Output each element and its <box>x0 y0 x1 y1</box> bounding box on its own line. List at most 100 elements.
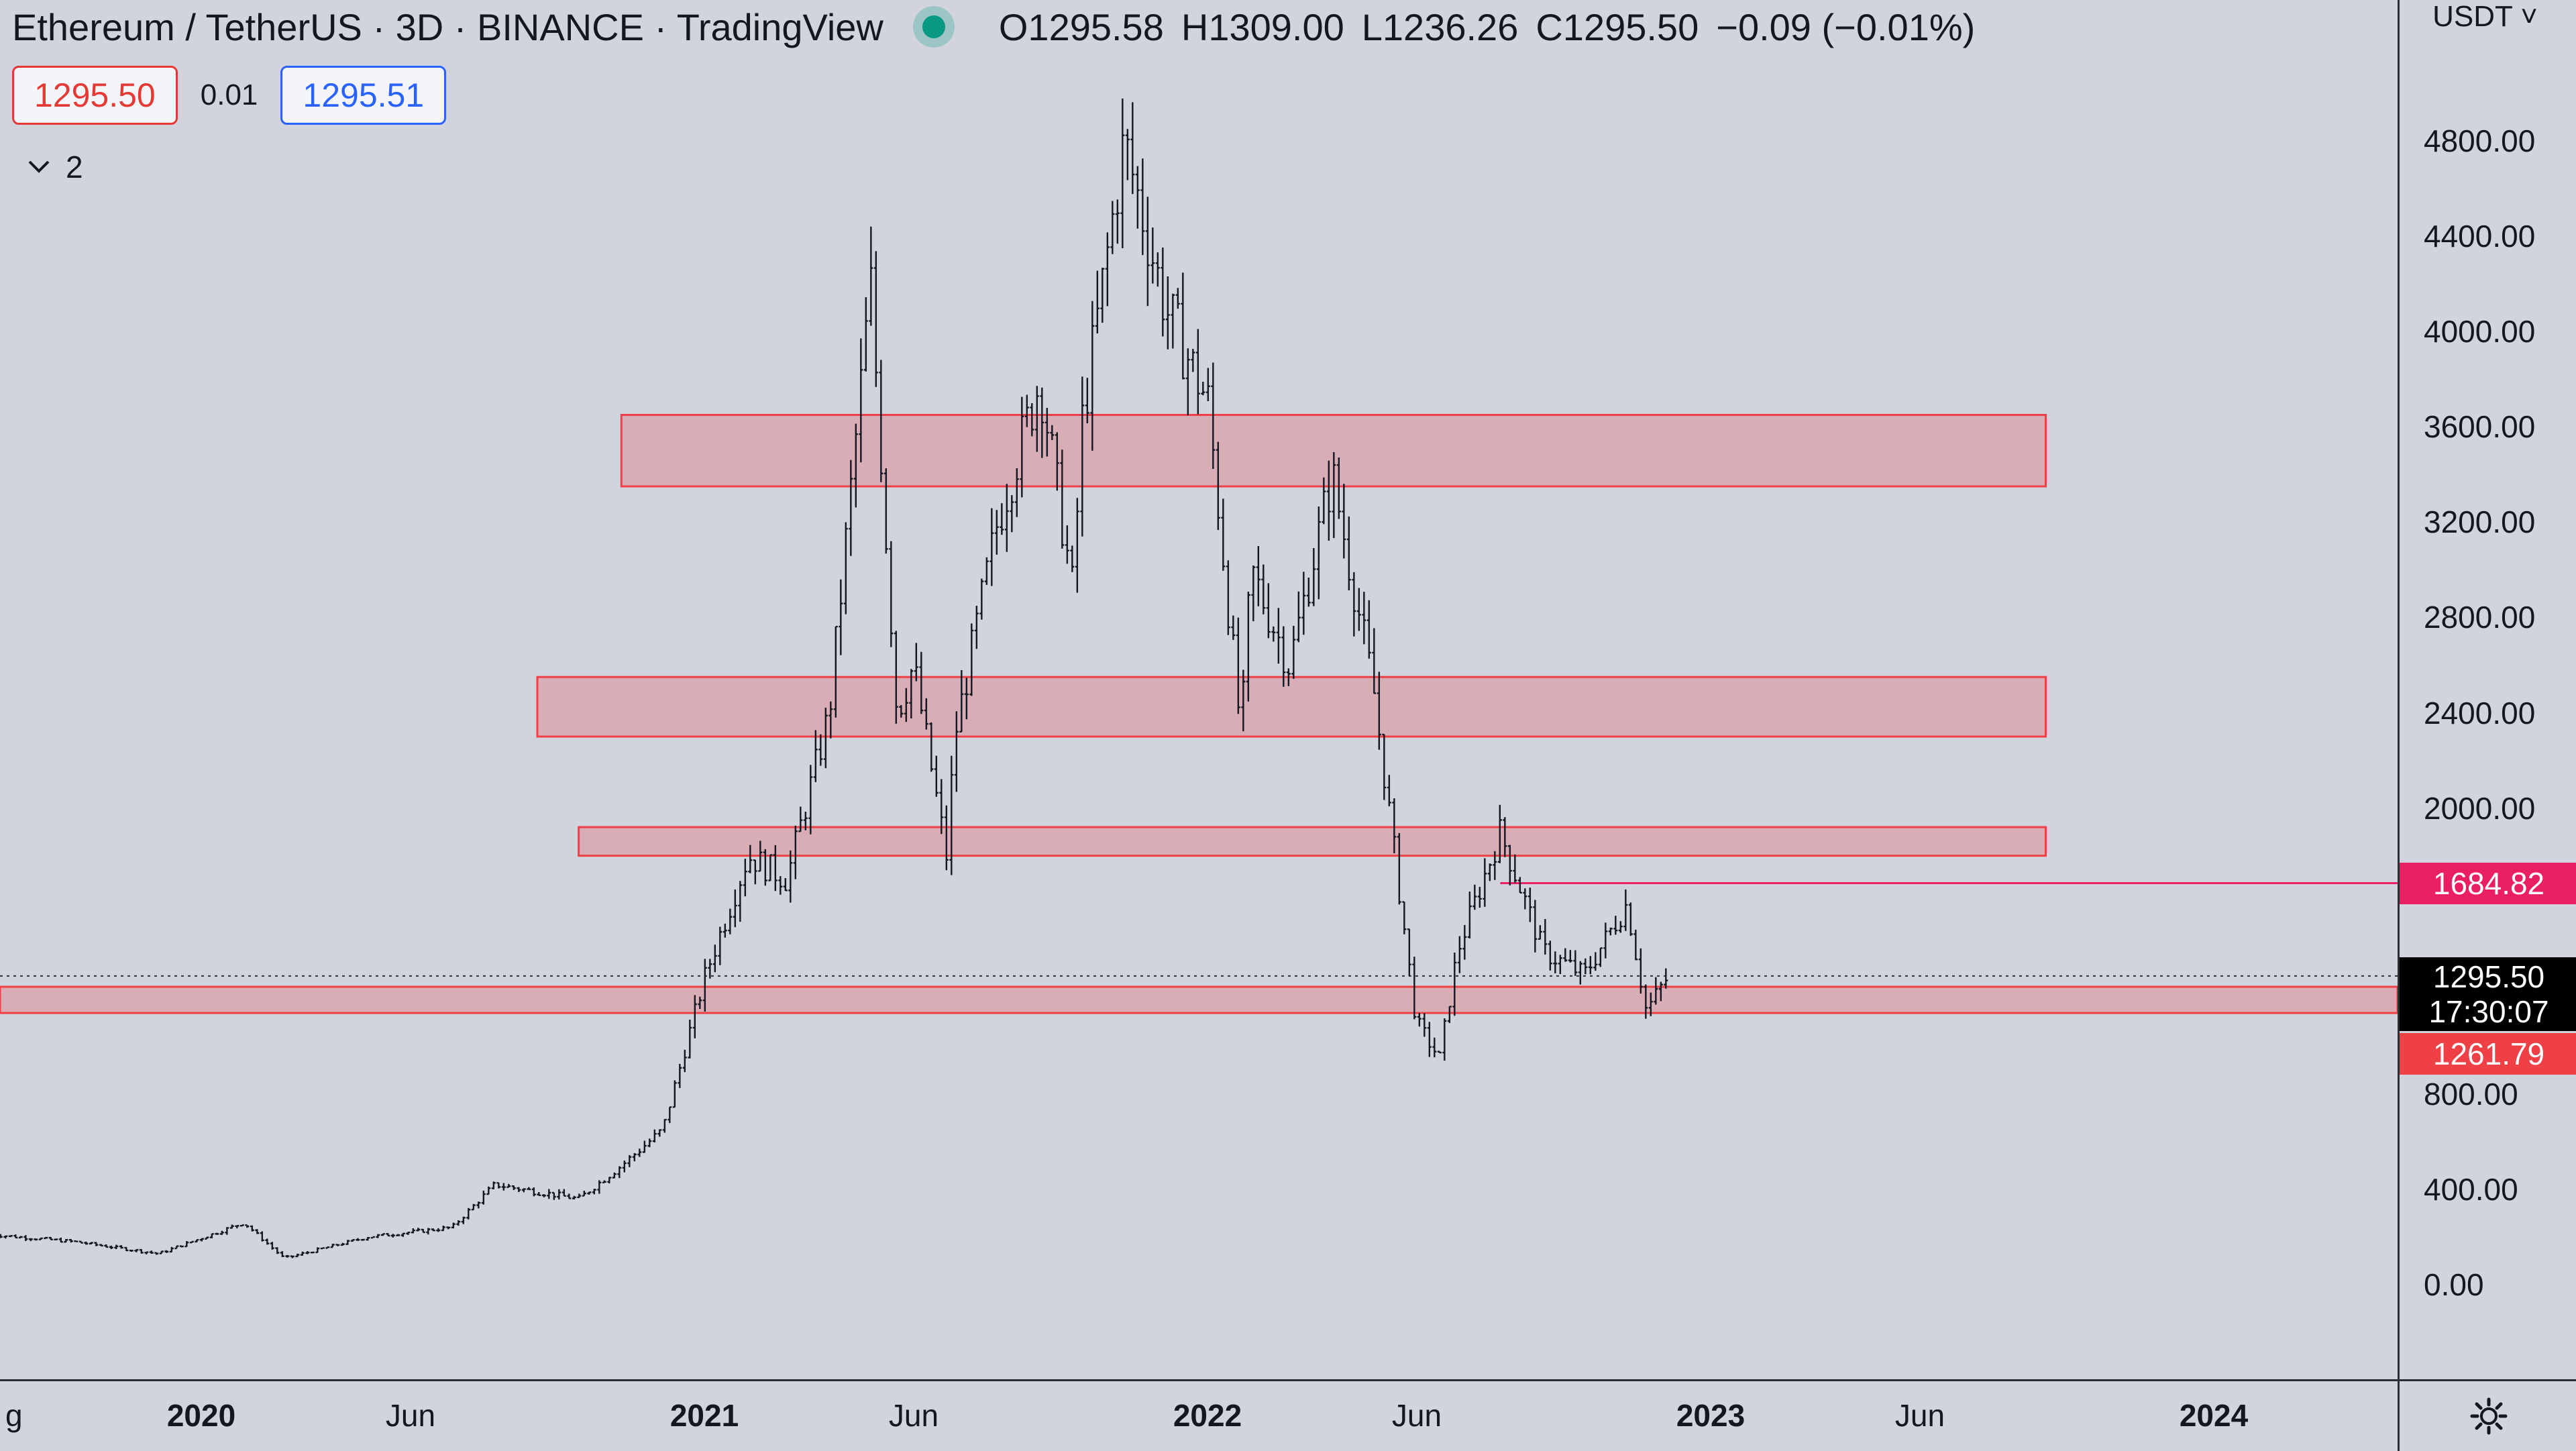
ohlc-bar <box>78 1240 83 1244</box>
ohlc-bar <box>84 1241 89 1245</box>
buy-button[interactable]: 1295.51 <box>280 66 447 125</box>
ohlc-bar <box>1598 947 1603 967</box>
ohlc-bar <box>1000 503 1004 535</box>
ohlc-bar <box>974 606 979 649</box>
ohlc-bar <box>1185 348 1190 416</box>
ohlc-bar <box>1195 329 1200 415</box>
ohlc-bar <box>1397 832 1401 905</box>
ohlc-bar <box>1226 560 1230 635</box>
indicators-toggle[interactable]: 2 <box>27 149 83 185</box>
ohlc-bar <box>511 1185 516 1190</box>
price-tick-label: 3200.00 <box>2424 504 2536 540</box>
ohlc-bar <box>1221 498 1226 571</box>
ohlc-bar <box>8 1234 13 1238</box>
ohlc-bar <box>491 1181 496 1189</box>
ohlc-bar <box>350 1239 355 1242</box>
ohlc-bar <box>919 651 924 714</box>
ohlc-bar <box>1205 368 1210 401</box>
ohlc-bar <box>1020 396 1024 498</box>
ohlc-bar <box>421 1228 425 1234</box>
current-price-value: 1295.50 <box>2432 959 2545 994</box>
ohlc-low: L1236.26 <box>1361 5 1519 48</box>
ohlc-bar <box>788 850 793 903</box>
ohlc-bar <box>109 1245 113 1249</box>
ohlc-bar <box>1407 928 1411 977</box>
ohlc-bar <box>712 945 717 973</box>
ohlc-bar <box>245 1224 250 1228</box>
ohlc-bar <box>285 1254 290 1258</box>
ohlc-bar <box>280 1251 284 1257</box>
ohlc-bar <box>1503 817 1507 857</box>
ohlc-bar <box>1588 956 1593 975</box>
ohlc-bar <box>541 1194 546 1197</box>
ohlc-bar <box>28 1238 33 1242</box>
ohlc-bar <box>481 1190 486 1205</box>
ohlc-bar <box>436 1228 441 1232</box>
ohlc-bar <box>602 1180 606 1183</box>
ohlc-bar <box>199 1238 204 1242</box>
ohlc-bar <box>1135 166 1140 229</box>
time-tick-label: g <box>5 1398 23 1433</box>
ohlc-bar <box>521 1188 526 1193</box>
ohlc-bar <box>189 1240 194 1244</box>
symbol-title[interactable]: Ethereum / TetherUS · 3D · BINANCE · Tra… <box>12 5 883 48</box>
ohlc-bar <box>889 541 894 647</box>
time-axis[interactable]: g 2020 Jun 2021 Jun 2022 Jun 2023 Jun 2024 <box>0 1379 2398 1451</box>
gear-icon[interactable] <box>2398 1379 2576 1451</box>
ohlc-bar <box>733 889 737 928</box>
ohlc-bar <box>1261 564 1266 614</box>
ohlc-bar <box>823 707 828 769</box>
ohlc-bar <box>994 510 999 555</box>
ohlc-bar <box>1633 929 1638 961</box>
ohlc-bar <box>1346 516 1351 590</box>
ohlc-bar <box>1477 887 1482 908</box>
currency-select[interactable]: USDT ˅ <box>2426 0 2544 34</box>
ohlc-bar <box>1145 197 1150 307</box>
ohlc-bar <box>1618 921 1623 933</box>
ohlc-bar <box>1161 247 1165 337</box>
ohlc-bar <box>68 1239 73 1243</box>
ohlc-bar <box>1316 506 1321 600</box>
ohlc-bar <box>1432 1037 1437 1058</box>
ohlc-bar <box>159 1250 164 1254</box>
ohlc-bar <box>1286 668 1291 686</box>
ohlc-bar <box>859 338 863 463</box>
ohlc-bar <box>13 1234 18 1239</box>
zone-rectangle-2 <box>536 676 2047 738</box>
ohlc-bar <box>451 1222 455 1229</box>
ohlc-bar <box>1487 863 1492 881</box>
ohlc-bar <box>1553 951 1558 973</box>
ohlc-bar <box>758 841 763 872</box>
price-chart[interactable] <box>0 0 2398 1379</box>
ohlc-bar <box>229 1224 234 1229</box>
ohlc-bar <box>89 1242 93 1245</box>
price-axis[interactable]: USDT ˅ 0.00 400.00 800.00 2000.00 2400.00 280… <box>2398 0 2576 1379</box>
ohlc-bar <box>290 1255 294 1258</box>
ohlc-bar <box>557 1189 561 1200</box>
ohlc-bar <box>325 1246 330 1249</box>
ohlc-bar <box>1306 577 1311 607</box>
ohlc-bar <box>1080 376 1085 537</box>
ohlc-bar <box>239 1224 244 1227</box>
sell-button[interactable]: 1295.50 <box>12 66 178 125</box>
ohlc-bar <box>1211 362 1216 469</box>
ohlc-bar <box>471 1203 476 1211</box>
ohlc-bar <box>959 669 964 733</box>
ohlc-bar <box>1644 984 1648 1019</box>
time-tick-label: 2020 <box>166 1398 236 1433</box>
time-tick-label: Jun <box>888 1398 939 1433</box>
ohlc-bar <box>798 806 803 832</box>
ohlc-bar <box>547 1189 551 1199</box>
ohlc-bar <box>808 765 813 835</box>
ohlc-bar <box>400 1232 405 1237</box>
ohlc-bar <box>1648 992 1653 1016</box>
ohlc-bar <box>688 1019 692 1059</box>
ohlc-bar <box>38 1237 43 1240</box>
ohlc-bar <box>1497 804 1502 863</box>
ohlc-bar <box>853 423 858 508</box>
ohlc-bar <box>1030 402 1034 437</box>
ohlc-bar <box>1040 387 1044 458</box>
ohlc-bar <box>567 1193 572 1199</box>
ohlc-bar <box>58 1237 63 1243</box>
ohlc-bar <box>1462 924 1467 960</box>
